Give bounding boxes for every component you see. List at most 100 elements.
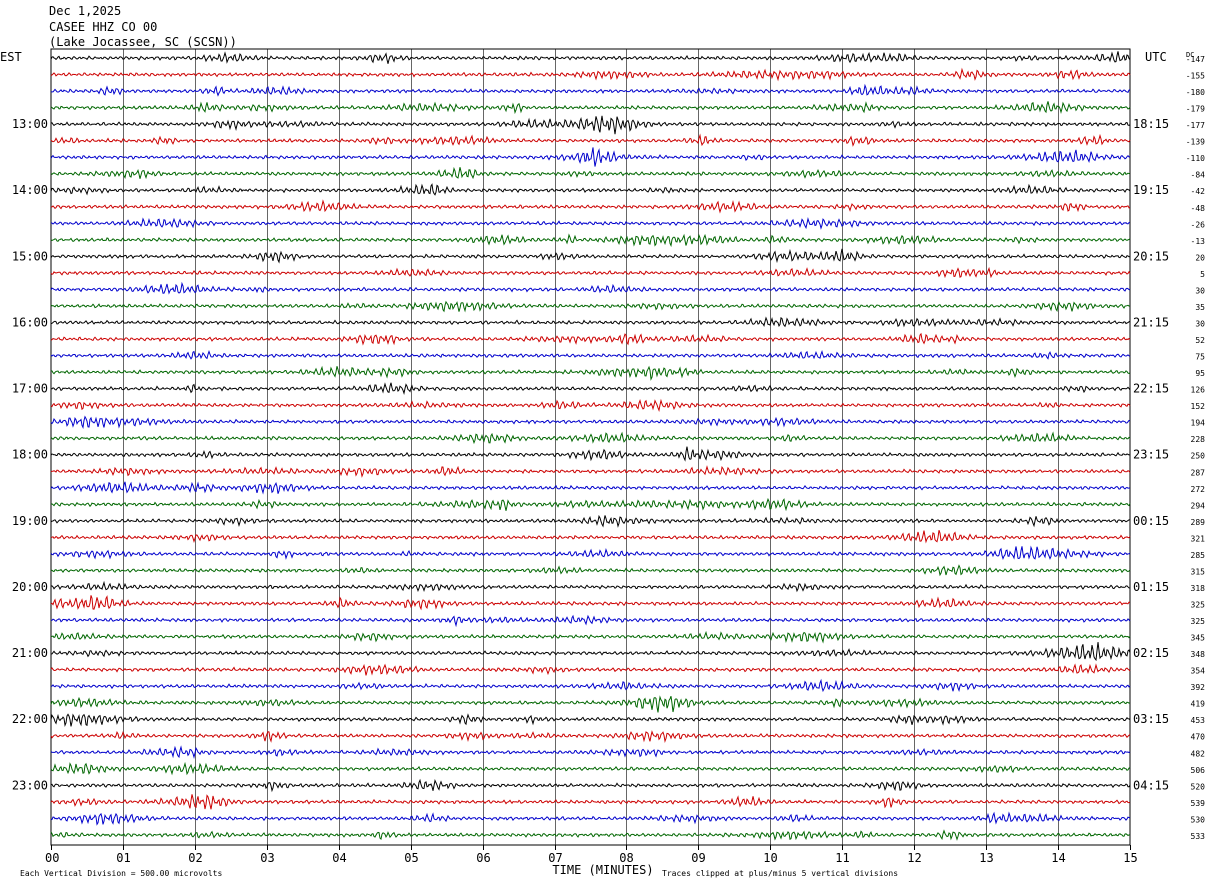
- right-hour-label: 03:15: [1133, 712, 1169, 726]
- seismic-trace: [50, 266, 1131, 279]
- seismic-trace: [50, 83, 1131, 97]
- left-hour-label: 19:00: [12, 514, 48, 528]
- dc-offset-label: 530: [1191, 815, 1206, 824]
- seismic-trace: [50, 183, 1131, 196]
- seismic-trace: [50, 663, 1131, 676]
- seismic-trace: [50, 365, 1131, 381]
- left-hour-label: 20:00: [12, 580, 48, 594]
- dc-offset-label: 272: [1191, 485, 1206, 494]
- dc-offset-label: 325: [1191, 617, 1206, 626]
- x-tick-label: 07: [548, 851, 562, 865]
- dc-offset-label: -48: [1191, 204, 1206, 213]
- dc-offset-label: -155: [1186, 72, 1205, 81]
- x-tick-label: 05: [404, 851, 418, 865]
- x-tick-label: 06: [476, 851, 490, 865]
- x-axis-title: TIME (MINUTES): [552, 863, 653, 877]
- dc-offset-label: 539: [1191, 799, 1206, 808]
- dc-offset-label: -139: [1186, 138, 1205, 147]
- dc-offset-label: 321: [1191, 534, 1206, 543]
- seismic-trace: [50, 415, 1131, 430]
- seismic-trace: [50, 529, 1131, 544]
- left-hour-label: 22:00: [12, 712, 48, 726]
- seismic-trace: [50, 465, 1131, 478]
- dc-offset-label: 419: [1191, 700, 1206, 709]
- right-hour-label: 21:15: [1133, 315, 1169, 329]
- seismic-trace: [50, 695, 1131, 713]
- left-hour-label: 15:00: [12, 249, 48, 263]
- dc-offset-label: 285: [1191, 551, 1206, 560]
- seismic-trace: [50, 398, 1131, 413]
- dc-offset-label: 453: [1191, 716, 1206, 725]
- seismic-trace: [50, 564, 1131, 577]
- dc-offset-label: 194: [1191, 419, 1206, 428]
- dc-offset-label: 470: [1191, 733, 1206, 742]
- dc-offset-label: 20: [1195, 253, 1205, 262]
- dc-offset-label: 482: [1191, 749, 1206, 758]
- dc-offset-label: -13: [1191, 237, 1206, 246]
- x-tick-label: 04: [332, 851, 346, 865]
- seismic-trace: [50, 349, 1131, 360]
- left-hour-label: 13:00: [12, 117, 48, 131]
- seismic-trace: [50, 630, 1131, 644]
- seismic-trace: [50, 101, 1131, 115]
- seismic-trace: [50, 595, 1131, 611]
- dc-offset-label: 345: [1191, 634, 1206, 643]
- dc-offset-label: -179: [1186, 105, 1205, 114]
- left-timezone-label: EST: [0, 50, 22, 64]
- seismic-trace: [50, 730, 1131, 743]
- left-hour-label: 21:00: [12, 646, 48, 660]
- right-hour-label: 19:15: [1133, 183, 1169, 197]
- left-hour-label: 16:00: [12, 315, 48, 329]
- dc-offset-label: 126: [1191, 386, 1206, 395]
- x-tick-label: 14: [1051, 851, 1065, 865]
- x-tick-label: 09: [691, 851, 705, 865]
- dc-offset-label: 315: [1191, 567, 1206, 576]
- seismic-trace: [50, 794, 1131, 810]
- dc-offset-label: -84: [1191, 171, 1206, 180]
- right-hour-label: 01:15: [1133, 580, 1169, 594]
- left-hour-label: 23:00: [12, 778, 48, 792]
- x-tick-label: 00: [45, 851, 59, 865]
- seismic-trace: [50, 514, 1131, 528]
- footer-scale-note: Each Vertical Division = 500.00 microvol…: [20, 869, 222, 878]
- date-label: Dec 1,2025: [49, 4, 122, 18]
- right-hour-label: 18:15: [1133, 117, 1169, 131]
- seismic-trace: [50, 332, 1131, 346]
- dc-offset-label: 325: [1191, 600, 1206, 609]
- dc-offset-label: 35: [1195, 303, 1205, 312]
- seismic-trace: [50, 614, 1131, 628]
- dc-offset-label: 318: [1191, 584, 1206, 593]
- dc-offset-label: 75: [1195, 353, 1205, 362]
- footer-clip-note: Traces clipped at plus/minus 5 vertical …: [662, 869, 898, 878]
- station-label: CASEE HHZ CO 00: [49, 20, 158, 34]
- dc-offset-label: 289: [1191, 518, 1206, 527]
- seismic-trace: [50, 745, 1131, 760]
- dc-offset-label: -26: [1191, 220, 1206, 229]
- seismic-trace: [50, 51, 1131, 64]
- dc-offset-label: -42: [1191, 187, 1206, 196]
- dc-offset-label: 152: [1191, 402, 1206, 411]
- seismic-trace: [50, 147, 1131, 167]
- dc-offset-label: 250: [1191, 452, 1206, 461]
- seismic-trace: [50, 497, 1131, 512]
- dc-offset-label: 30: [1195, 286, 1205, 295]
- seismic-trace: [50, 678, 1131, 693]
- seismic-trace: [50, 300, 1131, 313]
- dc-offset-label: 5: [1200, 270, 1205, 279]
- right-hour-label: 20:15: [1133, 249, 1169, 263]
- dc-offset-label: 520: [1191, 782, 1206, 791]
- x-tick-label: 12: [907, 851, 921, 865]
- dc-offset-label: 506: [1191, 766, 1206, 775]
- seismic-trace: [50, 248, 1131, 264]
- seismic-trace: [50, 316, 1131, 328]
- seismic-trace: [50, 778, 1131, 793]
- dc-offset-label: 52: [1195, 336, 1205, 345]
- location-label: (Lake Jocassee, SC (SCSN)): [49, 35, 237, 49]
- dc-offset-label: 228: [1191, 435, 1206, 444]
- seismic-trace: [50, 166, 1131, 180]
- seismic-trace: [50, 713, 1131, 728]
- dc-offset-label: -177: [1186, 121, 1205, 130]
- left-hour-label: 14:00: [12, 183, 48, 197]
- seismic-trace: [50, 115, 1131, 135]
